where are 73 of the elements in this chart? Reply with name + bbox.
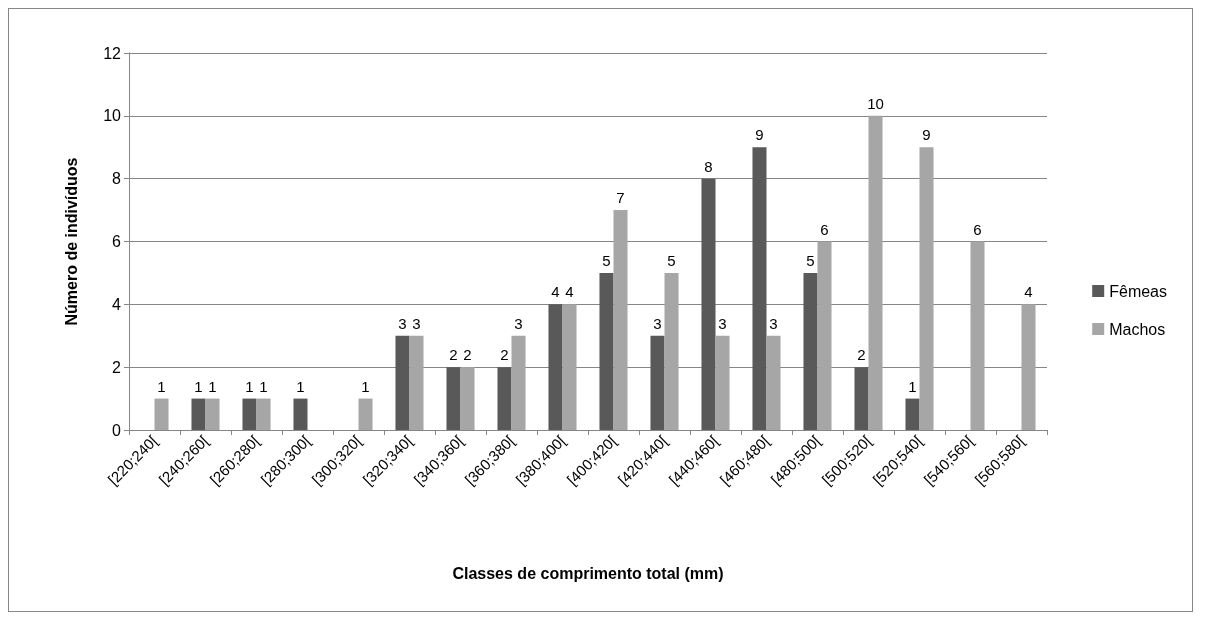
bar	[599, 272, 614, 430]
data-label: 1	[194, 377, 203, 395]
data-label: 1	[296, 377, 305, 395]
data-label: 10	[867, 94, 884, 112]
data-label: 1	[157, 377, 166, 395]
bar	[905, 398, 920, 430]
data-label: 2	[857, 346, 866, 364]
data-label: 3	[653, 314, 662, 332]
y-axis-title: Número de indivíduos	[62, 157, 80, 326]
y-tick-label: 2	[112, 358, 122, 376]
bar	[701, 178, 716, 430]
data-label: 2	[463, 346, 472, 364]
y-tick-label: 4	[112, 295, 122, 313]
bar	[817, 241, 832, 430]
y-tick-label: 6	[112, 233, 122, 250]
bar	[752, 147, 767, 430]
data-label: 3	[514, 314, 523, 332]
data-label: 2	[500, 346, 509, 364]
legend-label: Machos	[1109, 320, 1166, 338]
y-tick-label: 8	[112, 170, 122, 188]
data-label: 5	[667, 251, 676, 269]
bar	[1021, 304, 1036, 430]
bar	[868, 115, 883, 430]
data-label: 1	[361, 377, 370, 395]
data-label: 3	[769, 314, 778, 332]
bar	[497, 367, 512, 430]
bar	[715, 335, 730, 430]
data-label: 6	[973, 220, 982, 238]
bar	[293, 398, 308, 430]
bar	[766, 335, 781, 430]
data-label: 4	[565, 283, 574, 301]
bar	[919, 147, 934, 430]
data-label: 1	[245, 377, 254, 395]
data-label: 8	[704, 157, 713, 175]
bar	[854, 367, 869, 430]
bar	[446, 367, 461, 430]
bar	[205, 398, 220, 430]
data-label: 6	[820, 220, 829, 238]
y-tick-label: 0	[112, 421, 122, 439]
y-tick-label: 12	[103, 44, 122, 62]
data-label: 1	[208, 377, 217, 395]
data-label: 5	[806, 251, 815, 269]
data-label: 3	[718, 314, 727, 332]
data-label: 4	[1024, 283, 1033, 301]
x-axis-title: Classes de comprimento total (mm)	[452, 564, 724, 582]
bar	[409, 335, 424, 430]
bar	[191, 398, 206, 430]
bar	[650, 335, 665, 430]
legend-label: Fêmeas	[1109, 282, 1167, 300]
bar	[613, 210, 628, 430]
bar	[242, 398, 257, 430]
bar	[664, 272, 679, 430]
bar	[970, 241, 985, 430]
bar	[395, 335, 410, 430]
bar	[548, 304, 563, 430]
data-label: 4	[551, 283, 560, 301]
bar	[154, 398, 169, 430]
data-label: 7	[616, 189, 625, 207]
data-label: 9	[922, 126, 931, 144]
data-label: 3	[398, 314, 407, 332]
bar	[562, 304, 577, 430]
bar	[511, 335, 526, 430]
bar	[358, 398, 373, 430]
data-label: 2	[449, 346, 458, 364]
bar	[256, 398, 271, 430]
data-label: 1	[908, 377, 917, 395]
bar	[460, 367, 475, 430]
data-label: 3	[412, 314, 421, 332]
y-tick-label: 10	[103, 107, 122, 125]
bar	[803, 272, 818, 430]
data-label: 9	[755, 126, 764, 144]
data-label: 1	[259, 377, 268, 395]
data-label: 5	[602, 251, 611, 269]
